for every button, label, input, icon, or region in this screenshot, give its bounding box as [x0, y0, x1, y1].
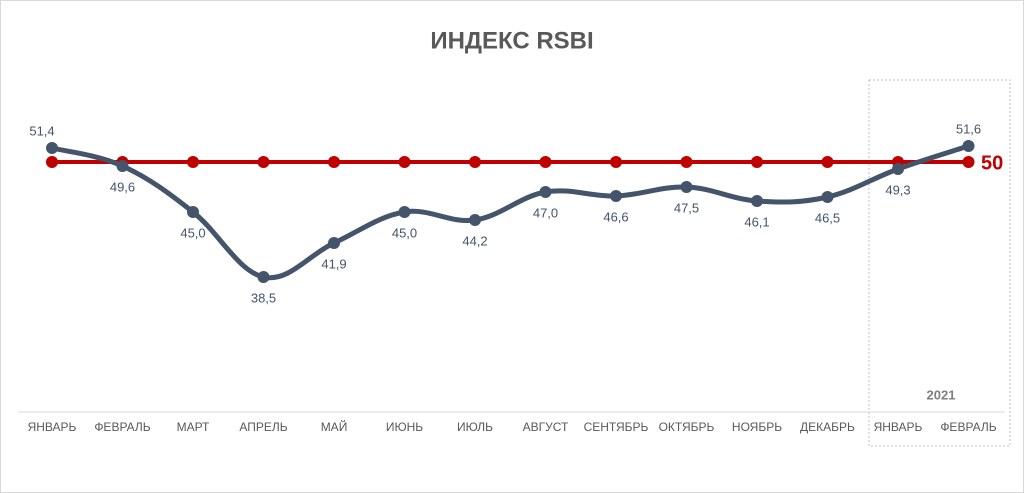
point: [46, 142, 58, 154]
value-label: 51,4: [29, 123, 54, 138]
x-tick-label: ИЮЛЬ: [457, 420, 493, 434]
point: [962, 156, 975, 168]
value-label: 38,5: [251, 290, 276, 305]
x-tick-label: ЯНВАРЬ: [874, 420, 923, 434]
x-tick-label: ИЮНЬ: [386, 420, 423, 434]
x-tick-label: НОЯБРЬ: [732, 420, 782, 434]
value-label: 47,0: [533, 205, 558, 220]
value-label: 45,0: [392, 225, 417, 240]
point: [257, 271, 270, 283]
value-label: 46,5: [815, 210, 840, 225]
point: [610, 156, 622, 168]
point: [539, 186, 552, 198]
value-label: 41,9: [321, 256, 346, 271]
point: [610, 190, 622, 202]
point: [46, 156, 58, 168]
point: [539, 156, 552, 168]
x-tick-label: АВГУСТ: [523, 420, 569, 434]
point: [680, 156, 693, 168]
value-label: 49,3: [885, 182, 910, 197]
point: [328, 156, 340, 168]
x-tick-label: МАЙ: [321, 419, 348, 434]
point: [821, 191, 834, 203]
point: [328, 237, 340, 249]
x-tick-label: ДЕКАБРЬ: [800, 420, 855, 434]
x-tick-label: ФЕВРАЛЬ: [940, 420, 996, 434]
point: [821, 156, 834, 168]
point: [187, 206, 199, 218]
point: [116, 160, 129, 172]
point: [680, 181, 693, 193]
value-label: 47,5: [674, 200, 699, 215]
year-box: [868, 79, 1011, 447]
point: [398, 156, 411, 168]
point: [751, 156, 763, 168]
point: [892, 163, 904, 175]
value-label: 45,0: [180, 225, 205, 240]
year-annotation: 2021: [927, 387, 956, 402]
point: [398, 206, 411, 218]
x-tick-label: ЯНВАРЬ: [28, 420, 77, 434]
point: [469, 156, 481, 168]
x-tick-label: ОКТЯБРЬ: [659, 420, 715, 434]
point: [962, 140, 975, 152]
value-label: 46,1: [744, 214, 769, 229]
end-label: 50: [981, 152, 1003, 174]
chart-title: ИНДЕКС RSBI: [430, 27, 593, 54]
point: [187, 156, 199, 168]
x-tick-label: МАРТ: [177, 420, 210, 434]
point: [469, 214, 481, 226]
value-label: 51,6: [956, 121, 981, 136]
value-label: 49,6: [110, 179, 135, 194]
value-label: 46,6: [603, 209, 628, 224]
point: [751, 195, 763, 207]
value-label: 44,2: [462, 233, 487, 248]
point: [257, 156, 270, 168]
x-tick-label: АПРЕЛЬ: [239, 420, 287, 434]
x-tick-label: СЕНТЯБРЬ: [584, 420, 649, 434]
x-tick-label: ФЕВРАЛЬ: [94, 420, 150, 434]
